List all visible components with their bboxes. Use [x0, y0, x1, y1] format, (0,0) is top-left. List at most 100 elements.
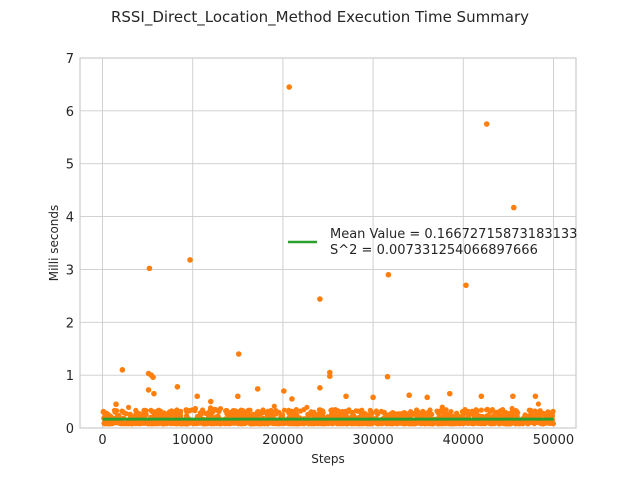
- data-point: [414, 412, 420, 418]
- data-point: [233, 420, 239, 426]
- data-point: [422, 420, 428, 426]
- data-point: [441, 410, 447, 416]
- data-point: [301, 421, 307, 427]
- x-tick-labels: 0 10000 20000 30000 40000 50000: [98, 433, 574, 448]
- data-point: [126, 404, 132, 410]
- data-point: [207, 411, 213, 417]
- x-tick-label: 0: [98, 433, 106, 448]
- data-point: [320, 421, 326, 427]
- data-point: [362, 410, 368, 417]
- data-point: [392, 411, 398, 417]
- data-point: [403, 412, 409, 418]
- y-tick-label: 2: [66, 316, 74, 331]
- data-point: [415, 408, 421, 414]
- data-point: [506, 410, 512, 417]
- data-point: [187, 408, 193, 414]
- data-point: [478, 407, 484, 413]
- data-point: [103, 410, 109, 416]
- data-point: [226, 421, 232, 427]
- data-point: [143, 411, 149, 418]
- data-point: [221, 420, 227, 426]
- data-point: [226, 410, 232, 416]
- data-point: [178, 408, 184, 414]
- data-point: [281, 388, 287, 394]
- data-point: [428, 421, 435, 427]
- data-point: [536, 420, 542, 426]
- data-point: [119, 421, 125, 427]
- data-point: [419, 409, 425, 415]
- data-point: [459, 409, 465, 415]
- data-point: [374, 419, 380, 425]
- x-tick-label: 20000: [262, 433, 303, 448]
- data-point: [385, 271, 392, 278]
- data-point: [285, 421, 292, 427]
- data-point: [468, 411, 474, 417]
- data-point: [217, 406, 224, 412]
- data-point: [328, 407, 334, 413]
- data-point: [281, 420, 287, 427]
- data-point: [250, 411, 256, 417]
- data-point: [286, 84, 293, 90]
- x-tick-label: 50000: [533, 433, 574, 448]
- data-point: [112, 409, 118, 415]
- y-axis-label: Milli seconds: [47, 205, 61, 282]
- data-point: [238, 409, 245, 415]
- data-point: [443, 421, 449, 427]
- data-point: [187, 257, 193, 263]
- y-tick-label: 1: [66, 369, 74, 384]
- data-point: [172, 420, 178, 426]
- data-point: [535, 401, 542, 407]
- data-point: [510, 393, 516, 400]
- data-point: [174, 383, 181, 390]
- data-point: [384, 412, 390, 418]
- data-point: [539, 412, 545, 418]
- data-point: [146, 265, 153, 272]
- data-point: [410, 412, 416, 418]
- data-point: [161, 410, 167, 416]
- data-point: [145, 387, 152, 393]
- x-tick-label: 40000: [443, 433, 484, 448]
- data-point: [286, 407, 292, 413]
- data-point: [350, 410, 356, 416]
- x-tick-label: 30000: [352, 433, 393, 448]
- data-point: [406, 392, 412, 399]
- data-point: [490, 408, 496, 414]
- data-point: [517, 419, 523, 426]
- data-point: [200, 407, 206, 413]
- data-point: [141, 407, 147, 413]
- y-tick-label: 4: [66, 211, 74, 226]
- data-point: [109, 420, 116, 426]
- data-point: [245, 419, 251, 426]
- data-point: [150, 374, 156, 381]
- data-point: [263, 410, 269, 416]
- legend-variance-text: S^2 = 0.007331254066897666: [330, 243, 538, 258]
- x-axis-label: Steps: [311, 452, 345, 466]
- data-point: [119, 367, 126, 373]
- data-point: [375, 411, 381, 417]
- y-tick-label: 0: [66, 422, 74, 437]
- data-point: [466, 420, 472, 426]
- data-point: [174, 407, 180, 413]
- data-point: [529, 411, 535, 417]
- data-point: [424, 394, 431, 401]
- data-point: [549, 419, 555, 425]
- data-point: [132, 420, 138, 426]
- data-point: [463, 282, 469, 289]
- data-point: [501, 421, 507, 427]
- data-point: [317, 385, 323, 391]
- data-point: [314, 421, 320, 427]
- data-point: [359, 407, 365, 413]
- data-point: [483, 121, 490, 127]
- data-point: [151, 390, 157, 397]
- data-point: [251, 420, 257, 426]
- data-point: [370, 394, 376, 401]
- data-point: [334, 407, 340, 413]
- data-point: [550, 408, 556, 414]
- data-point: [348, 420, 354, 426]
- data-point: [343, 393, 349, 400]
- data-point: [137, 413, 143, 419]
- data-point: [311, 409, 317, 415]
- data-point: [478, 393, 485, 400]
- y-tick-labels: 0 1 2 3 4 5 6 7: [66, 52, 74, 437]
